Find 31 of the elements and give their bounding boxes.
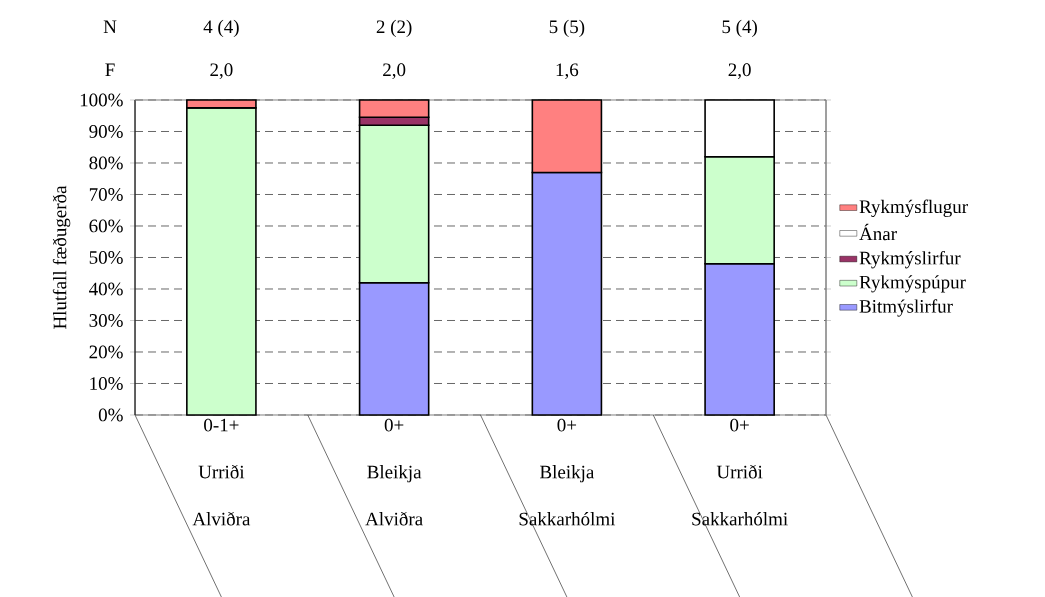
category-label: 0+ Urriði Sakkarhólmi [692, 418, 788, 526]
text: 2,0 [383, 63, 406, 79]
category-label: 0+ Bleikja Sakkarhólmi [519, 418, 616, 526]
y-tick-label: 100% [80, 93, 123, 107]
y-tick-label: 70% [89, 188, 123, 201]
legend-label: Rykmýsflugur [859, 199, 968, 218]
y-tick-label: 40% [89, 282, 123, 296]
text: 1,6 [556, 63, 579, 79]
legend-label: Bitmýslirfur [859, 299, 953, 317]
legend-label: Rykmýslirfur [859, 250, 961, 269]
y-tick-label: 20% [89, 345, 123, 359]
y-tick-label: 0% [98, 408, 123, 422]
text: N [103, 20, 117, 33]
y-tick-label: 30% [89, 314, 123, 327]
text: 2,0 [210, 63, 233, 79]
y-tick-label: 80% [89, 156, 123, 170]
text: 4 (4) [203, 19, 239, 38]
text: 5 (4) [722, 19, 757, 38]
y-tick-label: 50% [89, 251, 123, 264]
y-tick-label: 60% [89, 219, 123, 233]
y-axis-title: Hlutfall fæðugerða [52, 185, 71, 329]
legend-label: Rykmýspúpur [859, 275, 966, 293]
category-label: 0-1+ Urriði Alviðra [192, 418, 251, 526]
text: 2,0 [728, 63, 751, 79]
category-label: 0+ Bleikja Alviðra [365, 418, 423, 526]
y-tick-label: 10% [90, 377, 123, 390]
text: 2 (2) [376, 19, 412, 38]
text: 5 (5) [549, 19, 585, 38]
legend-label: Ánar [859, 223, 897, 241]
text: F [105, 63, 115, 76]
y-tick-label: 90% [89, 125, 123, 138]
